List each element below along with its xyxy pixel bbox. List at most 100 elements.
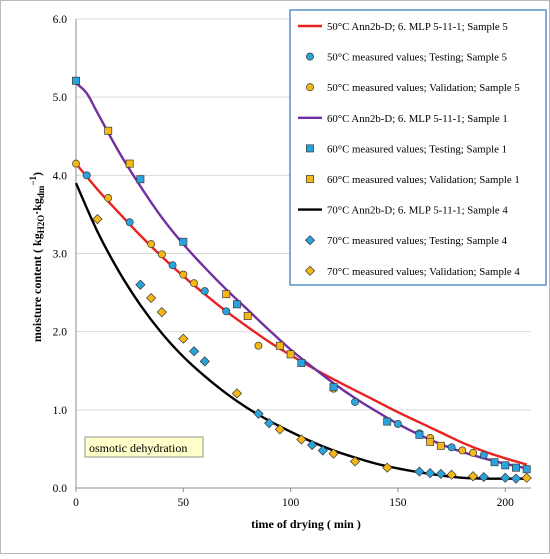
data-point (253, 408, 264, 419)
series-markers-7 (135, 279, 522, 484)
x-tick-label: 150 (389, 497, 407, 509)
legend-marker-swatch (304, 265, 316, 276)
data-point (178, 333, 189, 344)
data-point (425, 468, 436, 479)
legend-label: 60°C measured values; Testing; Sample 1 (327, 143, 507, 155)
series-line-3 (75, 82, 527, 470)
y-tick-label: 3.0 (53, 249, 68, 261)
y-tick-label: 6.0 (53, 14, 68, 26)
y-tick-label: 4.0 (53, 170, 68, 182)
data-point (297, 358, 306, 367)
data-point (317, 445, 328, 456)
data-point (479, 451, 488, 460)
series-markers-5 (104, 126, 445, 450)
data-point (135, 279, 146, 290)
data-point (274, 424, 285, 435)
data-point (426, 437, 435, 446)
legend-item: 50°C measured values; Validation; Sample… (306, 82, 520, 94)
series-layer (72, 76, 532, 484)
data-point (243, 312, 252, 320)
y-axis-title-sub2: dm (36, 185, 46, 198)
data-point (147, 240, 156, 249)
data-point (435, 468, 446, 480)
data-point (136, 175, 145, 184)
data-point (179, 237, 188, 246)
data-point (188, 346, 200, 357)
y-tick-label: 0.0 (53, 483, 68, 495)
data-point (264, 418, 275, 429)
data-point (446, 469, 457, 480)
annotation-background (84, 436, 204, 458)
legend-marker-swatch (306, 144, 314, 153)
legend-item: 60°C measured values; Validation; Sample… (306, 174, 520, 186)
y-axis-title-main: moisture content ( kg (30, 233, 44, 342)
x-tick-label: 50 (178, 497, 190, 509)
data-point (72, 159, 80, 168)
data-point (458, 446, 467, 455)
y-axis-title: moisture content ( kgH2O·kgdm−1) (28, 172, 46, 342)
data-point (510, 473, 522, 484)
y-axis-title-end: ) (30, 172, 44, 176)
data-point (222, 290, 231, 299)
annotation-text: osmotic dehydration (89, 441, 187, 455)
x-tick-label: 100 (282, 497, 300, 509)
annotation-box: osmotic dehydration (84, 436, 204, 458)
y-axis-title-sub1: H2O (36, 215, 46, 234)
y-tick-label: 5.0 (53, 92, 68, 104)
data-point (512, 463, 520, 472)
x-axis-title: time of drying ( min ) (251, 517, 361, 531)
legend-label: 70°C measured values; Validation; Sample… (327, 266, 520, 278)
data-point (521, 472, 532, 483)
legend-item: 70°C Ann2b-D; 6. MLP 5-11-1; Sample 4 (298, 205, 508, 217)
data-point (415, 430, 424, 439)
legend-item: 50°C measured values; Testing; Sample 5 (306, 52, 507, 64)
data-point (306, 439, 318, 451)
data-point (125, 159, 134, 168)
data-point (254, 341, 263, 350)
data-point (500, 472, 511, 483)
data-point (104, 126, 113, 135)
data-point (231, 388, 243, 399)
legend-label: 60°C measured values; Validation; Sample… (327, 174, 520, 186)
x-tick-label: 200 (497, 497, 515, 509)
data-point (157, 250, 166, 259)
data-point (125, 218, 134, 227)
axes: 0.0 1.0 2.0 3.0 4.0 5.0 6.0 0 50 100 150 200 (53, 14, 531, 509)
legend-marker-swatch (306, 83, 314, 92)
data-point (414, 466, 425, 477)
data-point (329, 383, 338, 392)
data-point (447, 443, 456, 452)
series-markers-4 (72, 76, 531, 474)
data-point (179, 270, 188, 279)
legend-item: 60°C Ann2b-D; 6. MLP 5-11-1; Sample 1 (298, 113, 508, 125)
data-point (351, 398, 359, 406)
legend-label: 50°C measured values; Validation; Sample… (327, 82, 520, 94)
legend-item: 70°C measured values; Testing; Sample 4 (304, 235, 508, 247)
legend-label: 70°C measured values; Testing; Sample 4 (327, 235, 508, 247)
data-point (190, 279, 198, 288)
y-tick-label: 1.0 (53, 405, 68, 417)
series-markers-8 (92, 214, 532, 483)
legend-label: 70°C Ann2b-D; 6. MLP 5-11-1; Sample 4 (327, 205, 508, 217)
data-point (92, 214, 103, 225)
legend-marker-swatch (306, 52, 314, 61)
legend-item: 70°C measured values; Validation; Sample… (304, 265, 520, 278)
y-axis-title-sup: −1 (28, 175, 38, 185)
data-point (146, 292, 157, 304)
data-point (275, 341, 284, 350)
data-point (72, 76, 80, 85)
data-point (382, 462, 393, 473)
data-point (383, 417, 392, 426)
data-point (222, 307, 231, 316)
legend: 50°C Ann2b-D; 6. MLP 5-11-1; Sample 5 50°… (289, 9, 547, 286)
legend-item: 60°C measured values; Testing; Sample 1 (306, 143, 507, 155)
legend-label: 50°C Ann2b-D; 6. MLP 5-11-1; Sample 5 (327, 21, 508, 33)
data-point (328, 448, 339, 459)
data-point (522, 465, 531, 474)
y-axis-title-mid: ·kg (30, 198, 44, 215)
data-point (199, 356, 210, 367)
legend-label: 50°C measured values; Testing; Sample 5 (327, 52, 507, 64)
data-point (104, 194, 113, 202)
